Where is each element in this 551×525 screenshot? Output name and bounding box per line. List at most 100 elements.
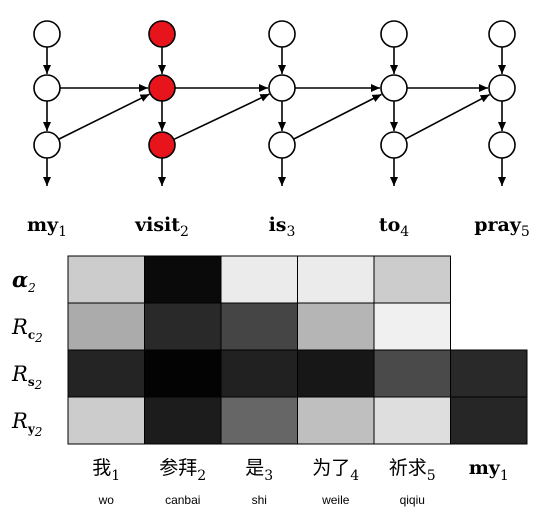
node <box>489 75 515 101</box>
column-label-index: 2 <box>197 468 206 484</box>
column-label: 是3 <box>245 457 273 484</box>
word-text: my <box>27 214 59 236</box>
column-label: 我1 <box>92 457 120 484</box>
row-label-symbol: R <box>11 362 28 386</box>
word-text: visit <box>134 214 180 236</box>
row-label-symbol: R <box>11 409 28 433</box>
heatmap-cell <box>145 303 222 350</box>
column-label-index: 1 <box>500 468 509 484</box>
word-index: 1 <box>58 224 67 240</box>
node <box>381 75 407 101</box>
node <box>269 75 295 101</box>
edge-diagonal <box>294 94 382 139</box>
word-index: 3 <box>287 224 296 240</box>
heatmap-cell <box>221 256 298 303</box>
column-label: 参拜2 <box>159 457 206 484</box>
node <box>34 21 60 47</box>
column-pinyin: weile <box>321 493 350 507</box>
node <box>34 75 60 101</box>
row-label-symbol: R <box>11 315 28 339</box>
column-pinyin: qiqiu <box>400 493 425 507</box>
heatmap-cell <box>68 350 145 397</box>
node <box>381 132 407 158</box>
column-pinyin: shi <box>252 493 267 507</box>
row-label-subscript-index: 2 <box>34 425 43 439</box>
heatmap-cell <box>68 303 145 350</box>
heatmap-cell <box>298 350 375 397</box>
column-label-text: 为了 <box>312 457 350 479</box>
heatmap-cell <box>68 397 145 444</box>
word-label: my1 <box>27 214 67 240</box>
node-highlighted <box>149 75 175 101</box>
edge-diagonal <box>59 94 150 139</box>
word-label: visit2 <box>134 214 189 240</box>
word-text: pray <box>474 214 522 236</box>
word-label: to4 <box>379 214 409 240</box>
heatmap-cell <box>221 303 298 350</box>
column-pinyin: canbai <box>165 493 200 507</box>
column-label-index: 3 <box>264 468 273 484</box>
word-index: 4 <box>400 224 409 240</box>
column-label-index: 1 <box>111 468 120 484</box>
column-label-index: 5 <box>427 468 436 484</box>
node <box>269 21 295 47</box>
column-label-text: my <box>469 457 501 479</box>
row-label-subscript: c <box>28 328 35 342</box>
heatmap-cell <box>451 397 528 444</box>
column-label-text: 我 <box>92 457 111 479</box>
row-label: Ry2 <box>11 409 42 439</box>
word-label: pray5 <box>474 214 530 240</box>
graph-nodes <box>34 21 515 158</box>
row-label: α2 <box>12 267 36 295</box>
heatmap-cell <box>221 397 298 444</box>
heatmap-cell <box>451 350 528 397</box>
heatmap-cell <box>221 350 298 397</box>
edge-diagonal <box>405 95 489 139</box>
heatmap-cell <box>68 256 145 303</box>
column-label: my1 <box>469 457 509 484</box>
row-label-subscript: 2 <box>27 281 36 295</box>
word-text: is <box>269 214 287 236</box>
heatmap-cell <box>374 256 451 303</box>
node-highlighted <box>149 132 175 158</box>
column-label-text: 参拜 <box>159 457 197 479</box>
heatmap-cell <box>298 256 375 303</box>
word-label: is3 <box>269 214 296 240</box>
heatmap-cell <box>145 397 222 444</box>
row-label-subscript-index: 2 <box>34 331 43 345</box>
heatmap-cell <box>374 303 451 350</box>
word-index: 5 <box>521 224 530 240</box>
row-label: Rs2 <box>11 362 42 392</box>
heatmap-cell <box>145 350 222 397</box>
row-label: Rc2 <box>11 315 43 345</box>
node <box>269 132 295 158</box>
word-text: to <box>379 214 400 236</box>
word-index: 2 <box>180 224 189 240</box>
heatmap-cells <box>68 256 527 444</box>
edge-diagonal <box>174 94 270 139</box>
column-label: 祈求5 <box>389 457 436 484</box>
node <box>381 21 407 47</box>
column-label-index: 4 <box>350 468 359 484</box>
heatmap-cell <box>298 303 375 350</box>
graph-word-labels: my1 visit2 is3 to4 pray5 <box>27 214 530 240</box>
row-label-symbol: α <box>12 267 28 292</box>
heatmap-cell <box>298 397 375 444</box>
heatmap-cell <box>145 256 222 303</box>
column-label-text: 祈求 <box>389 457 427 479</box>
node-highlighted <box>149 21 175 47</box>
node <box>489 132 515 158</box>
column-label-text: 是 <box>245 457 264 479</box>
column-label: 为了4 <box>312 457 359 484</box>
node <box>489 21 515 47</box>
column-pinyin: wo <box>98 493 115 507</box>
heatmap-cell <box>374 350 451 397</box>
graph-edges <box>47 47 502 186</box>
row-label-subscript-index: 2 <box>34 378 43 392</box>
heatmap-cell <box>374 397 451 444</box>
node <box>34 132 60 158</box>
